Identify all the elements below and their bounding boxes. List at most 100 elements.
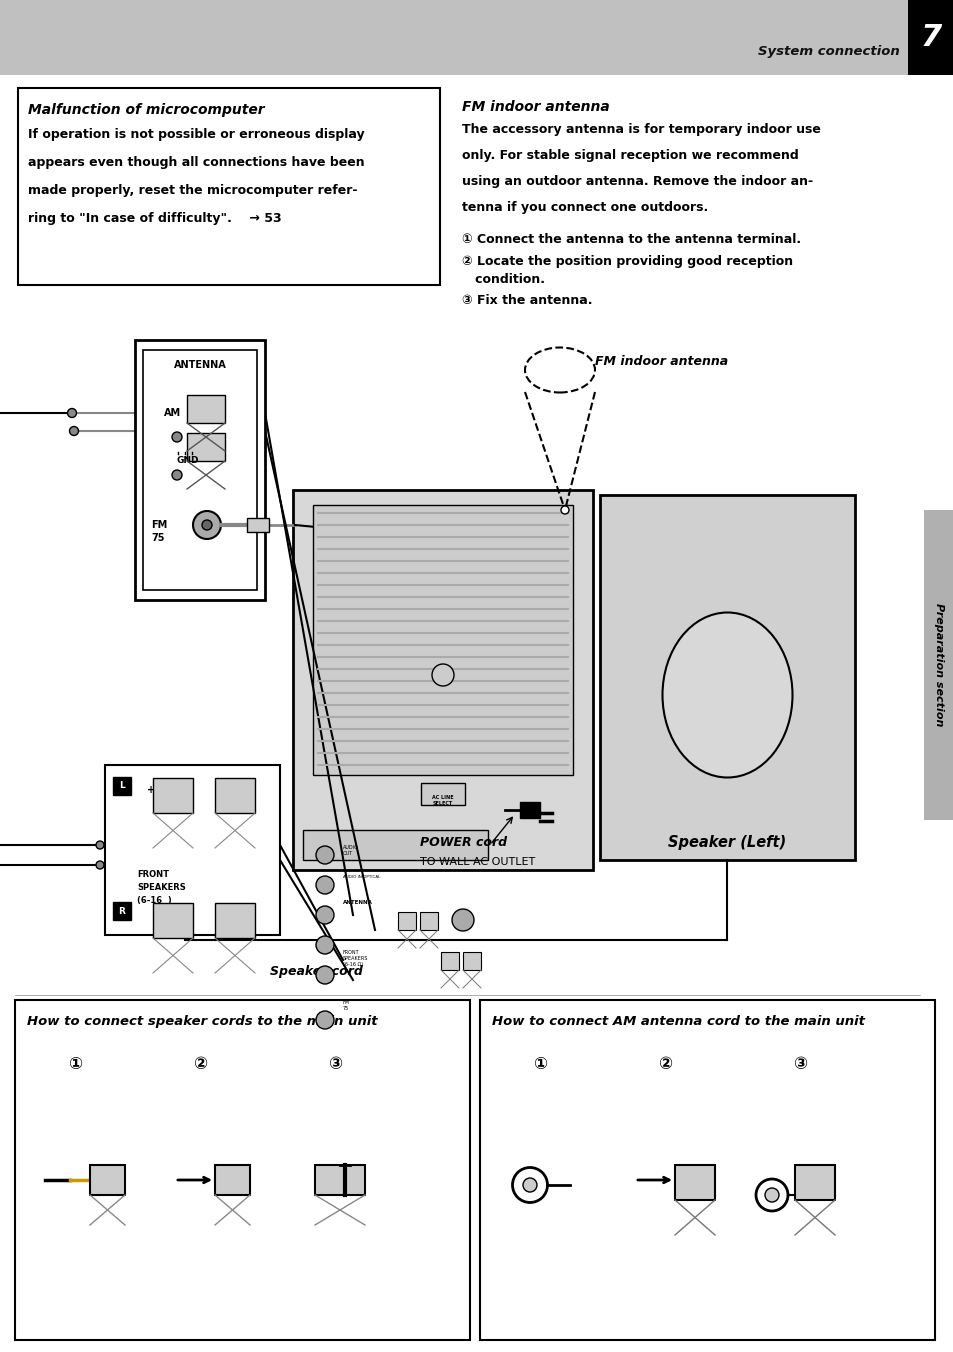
Text: SPEAKERS: SPEAKERS bbox=[137, 883, 186, 892]
Bar bbox=[214, 903, 254, 938]
Ellipse shape bbox=[432, 664, 454, 685]
Text: L: L bbox=[119, 781, 125, 791]
Ellipse shape bbox=[202, 521, 212, 530]
Text: condition.: condition. bbox=[461, 273, 544, 287]
Bar bbox=[214, 777, 254, 813]
Text: How to connect speaker cords to the main unit: How to connect speaker cords to the main… bbox=[27, 1015, 377, 1028]
Bar bbox=[152, 903, 193, 938]
Ellipse shape bbox=[315, 906, 334, 923]
Text: 7: 7 bbox=[920, 23, 941, 51]
Ellipse shape bbox=[315, 876, 334, 894]
Bar bbox=[105, 765, 280, 936]
Bar bbox=[923, 510, 953, 821]
Text: ① Connect the antenna to the antenna terminal.: ① Connect the antenna to the antenna ter… bbox=[461, 233, 801, 246]
Text: ③: ③ bbox=[792, 1055, 806, 1073]
Ellipse shape bbox=[315, 936, 334, 955]
Text: FM indoor antenna: FM indoor antenna bbox=[595, 356, 727, 368]
Bar bbox=[303, 830, 488, 860]
Bar bbox=[440, 952, 458, 969]
Text: FM
75: FM 75 bbox=[343, 1000, 350, 1011]
Bar bbox=[313, 506, 573, 775]
Text: +: + bbox=[147, 786, 155, 795]
Text: FRONT
SPEAKERS
(6-16 Ω): FRONT SPEAKERS (6-16 Ω) bbox=[343, 950, 368, 967]
Text: AUDIO IN/OPTICAL: AUDIO IN/OPTICAL bbox=[343, 875, 380, 879]
Bar bbox=[112, 902, 131, 919]
Text: AM: AM bbox=[164, 408, 181, 418]
Bar bbox=[293, 489, 593, 869]
Bar bbox=[599, 495, 854, 860]
Text: GND: GND bbox=[177, 456, 199, 465]
Ellipse shape bbox=[70, 426, 78, 435]
Text: ①: ① bbox=[68, 1055, 82, 1073]
Text: FM indoor antenna: FM indoor antenna bbox=[461, 100, 609, 114]
Text: 75: 75 bbox=[151, 533, 164, 544]
Text: FRONT: FRONT bbox=[137, 869, 169, 879]
Text: ①: ① bbox=[533, 1055, 546, 1073]
Text: FM: FM bbox=[151, 521, 167, 530]
Text: made properly, reset the microcomputer refer-: made properly, reset the microcomputer r… bbox=[28, 184, 357, 197]
Bar bbox=[907, 0, 953, 74]
Text: Malfunction of microcomputer: Malfunction of microcomputer bbox=[28, 103, 264, 118]
Text: tenna if you connect one outdoors.: tenna if you connect one outdoors. bbox=[461, 201, 707, 214]
Bar bbox=[187, 433, 225, 461]
Bar bbox=[0, 0, 953, 74]
Text: System connection: System connection bbox=[758, 46, 899, 58]
Text: appears even though all connections have been: appears even though all connections have… bbox=[28, 155, 364, 169]
Text: TO WALL AC OUTLET: TO WALL AC OUTLET bbox=[419, 857, 535, 867]
Text: AUDIO
OUT: AUDIO OUT bbox=[343, 845, 358, 856]
Text: -: - bbox=[225, 786, 229, 795]
Ellipse shape bbox=[315, 846, 334, 864]
Text: If operation is not possible or erroneous display: If operation is not possible or erroneou… bbox=[28, 128, 364, 141]
Bar bbox=[15, 1000, 470, 1340]
Text: (6-16  ): (6-16 ) bbox=[137, 896, 172, 904]
Bar bbox=[90, 1165, 125, 1195]
Ellipse shape bbox=[764, 1188, 779, 1202]
Text: R: R bbox=[118, 906, 125, 915]
Bar bbox=[479, 1000, 934, 1340]
Ellipse shape bbox=[315, 1011, 334, 1029]
Bar bbox=[18, 88, 439, 285]
Bar bbox=[187, 395, 225, 423]
Text: ANTENNA: ANTENNA bbox=[173, 360, 226, 370]
Text: The accessory antenna is for temporary indoor use: The accessory antenna is for temporary i… bbox=[461, 123, 820, 137]
Ellipse shape bbox=[452, 909, 474, 932]
Text: Speaker (Left): Speaker (Left) bbox=[668, 836, 785, 850]
Text: How to connect AM antenna cord to the main unit: How to connect AM antenna cord to the ma… bbox=[492, 1015, 864, 1028]
Ellipse shape bbox=[172, 470, 182, 480]
Text: ② Locate the position providing good reception: ② Locate the position providing good rec… bbox=[461, 256, 792, 268]
Bar bbox=[152, 777, 193, 813]
Ellipse shape bbox=[661, 612, 792, 777]
Text: Preparation section: Preparation section bbox=[933, 603, 943, 726]
Text: ANTENNA: ANTENNA bbox=[343, 900, 373, 904]
Text: Speaker cord: Speaker cord bbox=[270, 965, 362, 977]
Bar bbox=[462, 952, 480, 969]
Bar bbox=[314, 1165, 365, 1195]
Text: ring to "In case of difficulty".    → 53: ring to "In case of difficulty". → 53 bbox=[28, 212, 281, 224]
Text: AC LINE
SELECT: AC LINE SELECT bbox=[432, 795, 454, 806]
Bar bbox=[419, 913, 437, 930]
Text: POWER cord: POWER cord bbox=[419, 836, 507, 849]
Bar bbox=[794, 1165, 834, 1201]
Bar bbox=[420, 783, 464, 804]
Ellipse shape bbox=[755, 1179, 787, 1211]
Ellipse shape bbox=[172, 433, 182, 442]
Ellipse shape bbox=[96, 861, 104, 869]
Text: ②: ② bbox=[193, 1055, 207, 1073]
Bar bbox=[519, 802, 539, 818]
Text: ③: ③ bbox=[328, 1055, 342, 1073]
Bar bbox=[135, 339, 265, 600]
Text: ②: ② bbox=[658, 1055, 671, 1073]
Ellipse shape bbox=[560, 506, 568, 514]
Bar bbox=[675, 1165, 714, 1201]
Ellipse shape bbox=[522, 1178, 537, 1192]
Ellipse shape bbox=[193, 511, 221, 539]
Bar bbox=[214, 1165, 250, 1195]
Text: only. For stable signal reception we recommend: only. For stable signal reception we rec… bbox=[461, 149, 798, 162]
Text: ③ Fix the antenna.: ③ Fix the antenna. bbox=[461, 293, 592, 307]
Ellipse shape bbox=[315, 965, 334, 984]
Bar bbox=[397, 913, 416, 930]
Text: using an outdoor antenna. Remove the indoor an-: using an outdoor antenna. Remove the ind… bbox=[461, 174, 812, 188]
Bar bbox=[143, 350, 256, 589]
Ellipse shape bbox=[68, 408, 76, 418]
Bar bbox=[112, 777, 131, 795]
